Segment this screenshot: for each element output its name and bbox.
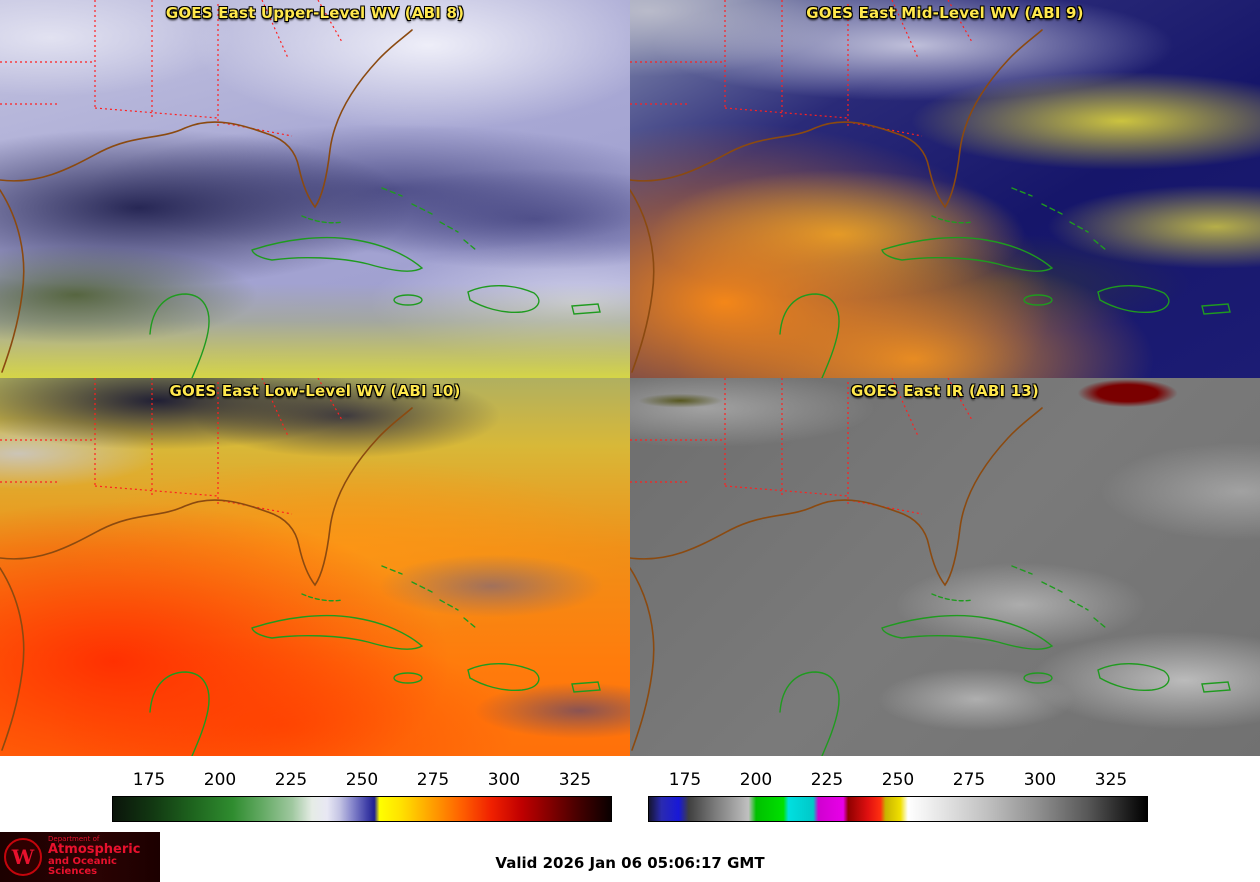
colorbar-tick-label: 300 [1023, 770, 1057, 790]
panel-title: GOES East IR (ABI 13) [850, 382, 1039, 400]
colorbar-tick-label: 200 [739, 770, 773, 790]
colorbar-tick-label: 175 [668, 770, 702, 790]
valid-time-label: Valid 2026 Jan 06 05:06:17 GMT [495, 854, 765, 872]
colorbar-tick-label: 325 [1094, 770, 1128, 790]
colorbar-tick-label: 325 [558, 770, 592, 790]
map-overlay [630, 0, 1260, 378]
quadpanel-grid: GOES East Upper-Level WV (ABI 8) GOES Ea… [0, 0, 1260, 756]
colorbar-section-wv: 175 200 225 250 275 300 325 [112, 770, 612, 822]
uw-crest-icon: W [4, 838, 42, 876]
panel-abi10-low-level-wv[interactable]: GOES East Low-Level WV (ABI 10) [0, 378, 630, 756]
colorbar-tick-label: 300 [487, 770, 521, 790]
wv-colorbar [112, 796, 612, 822]
colorbar-tick-label: 175 [132, 770, 166, 790]
aos-logo-text: Department of Atmospheric and Oceanic Sc… [48, 835, 160, 878]
panel-abi9-mid-level-wv[interactable]: GOES East Mid-Level WV (ABI 9) [630, 0, 1260, 378]
colorbar-tick-label: 275 [416, 770, 450, 790]
panel-abi13-ir[interactable]: GOES East IR (ABI 13) [630, 378, 1260, 756]
colorbar-band: 175 200 225 250 275 300 325 175 200 225 … [0, 756, 1260, 838]
logo-line-atmospheric: Atmospheric [48, 842, 141, 858]
colorbar-section-ir: 175 200 225 250 275 300 325 [648, 770, 1148, 822]
ir-colorbar [648, 796, 1148, 822]
logo-line-department: Department of [48, 835, 100, 843]
wv-colorbar-ticks: 175 200 225 250 275 300 325 [112, 770, 612, 794]
map-overlay [0, 0, 630, 378]
panel-title: GOES East Mid-Level WV (ABI 9) [806, 4, 1084, 22]
aos-logo[interactable]: W Department of Atmospheric and Oceanic … [0, 832, 160, 882]
map-overlay [630, 378, 1260, 756]
colorbar-tick-label: 275 [952, 770, 986, 790]
colorbar-tick-label: 250 [881, 770, 915, 790]
colorbar-tick-label: 225 [810, 770, 844, 790]
panel-title: GOES East Low-Level WV (ABI 10) [169, 382, 461, 400]
panel-abi8-upper-level-wv[interactable]: GOES East Upper-Level WV (ABI 8) [0, 0, 630, 378]
footer: W Department of Atmospheric and Oceanic … [0, 832, 1260, 882]
ir-colorbar-ticks: 175 200 225 250 275 300 325 [648, 770, 1148, 794]
colorbar-tick-label: 250 [345, 770, 379, 790]
map-overlay [0, 378, 630, 756]
colorbar-tick-label: 225 [274, 770, 308, 790]
panel-title: GOES East Upper-Level WV (ABI 8) [165, 4, 465, 22]
colorbar-tick-label: 200 [203, 770, 237, 790]
logo-line-oceanic: and Oceanic Sciences [48, 855, 117, 878]
